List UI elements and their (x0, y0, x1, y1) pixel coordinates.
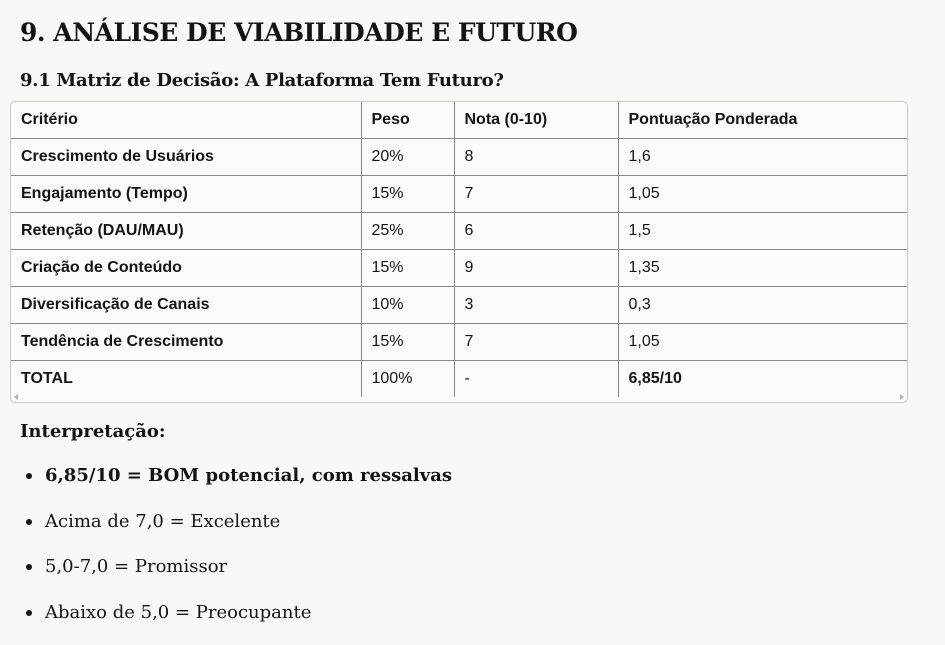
cell-nota: 7 (454, 175, 619, 213)
cell-peso: 10% (361, 286, 455, 324)
cell-criterio: Engajamento (Tempo) (11, 175, 362, 213)
cell-pontuacao: 1,6 (618, 138, 907, 176)
table-row: Engajamento (Tempo) 15% 7 1,05 (11, 175, 907, 213)
cell-criterio: Criação de Conteúdo (11, 249, 362, 287)
interpretation-heading: Interpretação: (20, 421, 166, 442)
cell-nota: 7 (454, 323, 619, 361)
header-criterio: Critério (11, 102, 362, 139)
bullet-dot-icon (26, 473, 32, 479)
total-nota: - (454, 360, 619, 397)
table-total-row: TOTAL 100% - 6,85/10 (11, 360, 907, 397)
header-nota: Nota (0-10) (454, 102, 619, 139)
cell-peso: 15% (361, 323, 455, 361)
bullet-dot-icon (26, 518, 32, 525)
decision-matrix-table: Critério Peso Nota (0-10) Pontuação Pond… (11, 102, 907, 397)
total-pontuacao: 6,85/10 (628, 370, 682, 387)
decision-matrix-table-container[interactable]: Critério Peso Nota (0-10) Pontuação Pond… (10, 101, 908, 403)
scroll-left-arrow-icon[interactable] (14, 394, 18, 400)
list-item: Acima de 7,0 = Excelente (20, 504, 452, 550)
list-item-text: 5,0-7,0 = Promissor (45, 556, 228, 577)
table-row: Tendência de Crescimento 15% 7 1,05 (11, 323, 907, 361)
list-item-text: Abaixo de 5,0 = Preocupante (45, 601, 312, 623)
cell-criterio: Crescimento de Usuários (11, 138, 362, 176)
table-row: Diversificação de Canais 10% 3 0,3 (11, 286, 907, 324)
table-row: Crescimento de Usuários 20% 8 1,6 (11, 138, 907, 176)
bullet-dot-icon (26, 609, 32, 616)
cell-pontuacao: 1,05 (618, 175, 907, 213)
section-title: 9. ANÁLISE DE VIABILIDADE E FUTURO (20, 18, 578, 47)
cell-criterio: Tendência de Crescimento (11, 323, 362, 361)
cell-peso: 25% (361, 212, 455, 250)
list-item: Abaixo de 5,0 = Preocupante (20, 595, 452, 641)
bullet-dot-icon (26, 564, 32, 570)
table-header-row: Critério Peso Nota (0-10) Pontuação Pond… (11, 102, 907, 139)
scroll-right-arrow-icon[interactable] (900, 394, 904, 400)
cell-nota: 6 (454, 212, 619, 250)
total-peso: 100% (361, 360, 455, 397)
header-pontuacao: Pontuação Ponderada (618, 102, 907, 139)
cell-criterio: Diversificação de Canais (11, 286, 362, 324)
cell-peso: 20% (361, 138, 455, 176)
cell-pontuacao: 1,5 (618, 212, 907, 250)
header-peso: Peso (361, 102, 455, 139)
cell-criterio: Retenção (DAU/MAU) (11, 212, 362, 250)
cell-pontuacao: 1,35 (618, 249, 907, 287)
list-item-text: 6,85/10 = BOM potencial, com ressalvas (45, 465, 453, 486)
cell-nota: 9 (454, 249, 619, 287)
cell-peso: 15% (361, 249, 455, 287)
total-label: TOTAL (11, 360, 362, 397)
list-item: 6,85/10 = BOM potencial, com ressalvas (20, 458, 452, 504)
cell-pontuacao: 1,05 (618, 323, 907, 361)
cell-pontuacao: 0,3 (618, 286, 907, 324)
subsection-title: 9.1 Matriz de Decisão: A Plataforma Tem … (20, 70, 504, 91)
table-row: Criação de Conteúdo 15% 9 1,35 (11, 249, 907, 287)
table-row: Retenção (DAU/MAU) 25% 6 1,5 (11, 212, 907, 250)
list-item: 5,0-7,0 = Promissor (20, 549, 452, 595)
interpretation-list: 6,85/10 = BOM potencial, com ressalvas A… (20, 458, 452, 640)
cell-nota: 3 (454, 286, 619, 324)
list-item-text: Acima de 7,0 = Excelente (45, 510, 281, 532)
cell-peso: 15% (361, 175, 455, 213)
cell-nota: 8 (454, 138, 619, 176)
